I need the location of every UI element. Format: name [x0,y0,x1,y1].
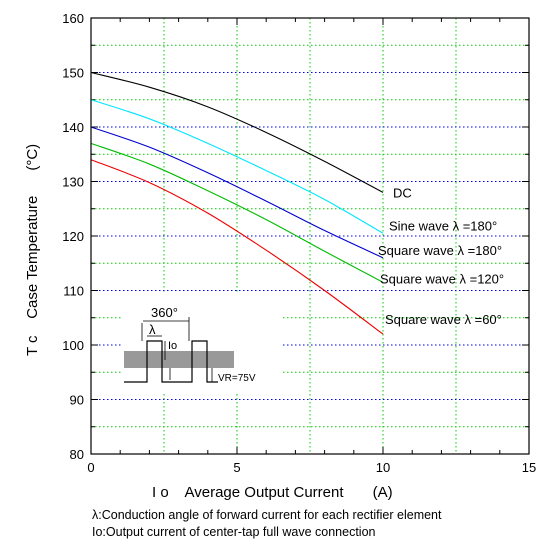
y-tick-label: 150 [62,66,84,81]
x-tick-label: 10 [376,460,390,475]
note-conduction-angle: λ:Conduction angle of forward current fo… [92,508,442,522]
y-tick-label: 130 [62,175,84,190]
series-label: Square wave λ =120° [380,271,504,286]
x-tick-label: 5 [233,460,240,475]
reverse-voltage-band [124,351,234,368]
x-tick-label: 0 [87,460,94,475]
y-tick-label: 100 [62,338,84,353]
period-label: 360° [151,305,178,320]
voltage-label: VR=75V [218,373,256,384]
y-tick-label: 80 [70,447,84,462]
series-line [90,142,384,283]
series-line [90,126,384,259]
series-line [90,71,384,193]
y-tick-label: 110 [63,284,84,299]
series-label: DC [393,185,412,200]
series-label: Square wave λ =180° [378,243,502,258]
current-label: Io [168,340,177,352]
series-label: Square wave λ =60° [385,312,502,327]
plot-frame [90,17,530,455]
series-line [90,99,384,234]
waveform-inset: 360° λ Io VR=75V [122,294,282,394]
angle-label: λ [149,322,156,337]
notes: λ:Conduction angle of forward current fo… [92,507,441,541]
note-output-current: Io:Output current of center-tap full wav… [92,525,376,539]
y-tick-label: 140 [62,120,84,135]
y-tick-label: 120 [62,229,84,244]
current-waveform [124,340,218,383]
tick-labels: 0 5 10 15 80 90 100 110 120 130 140 150 160 [62,11,536,475]
y-axis-label: T c Case Temperature (°C) [24,144,41,356]
series-line [90,159,384,335]
x-tick-label: 15 [522,460,536,475]
series-label: Sine wave λ =180° [389,218,497,233]
series-lines [90,71,384,335]
y-tick-label: 90 [70,393,84,408]
y-tick-label: 160 [62,11,84,26]
x-axis-label: I o Average Output Current (A) [152,484,393,501]
inset-background [122,294,282,394]
series-labels: DC Sine wave λ =180° Square wave λ =180° Sq… [378,185,504,327]
